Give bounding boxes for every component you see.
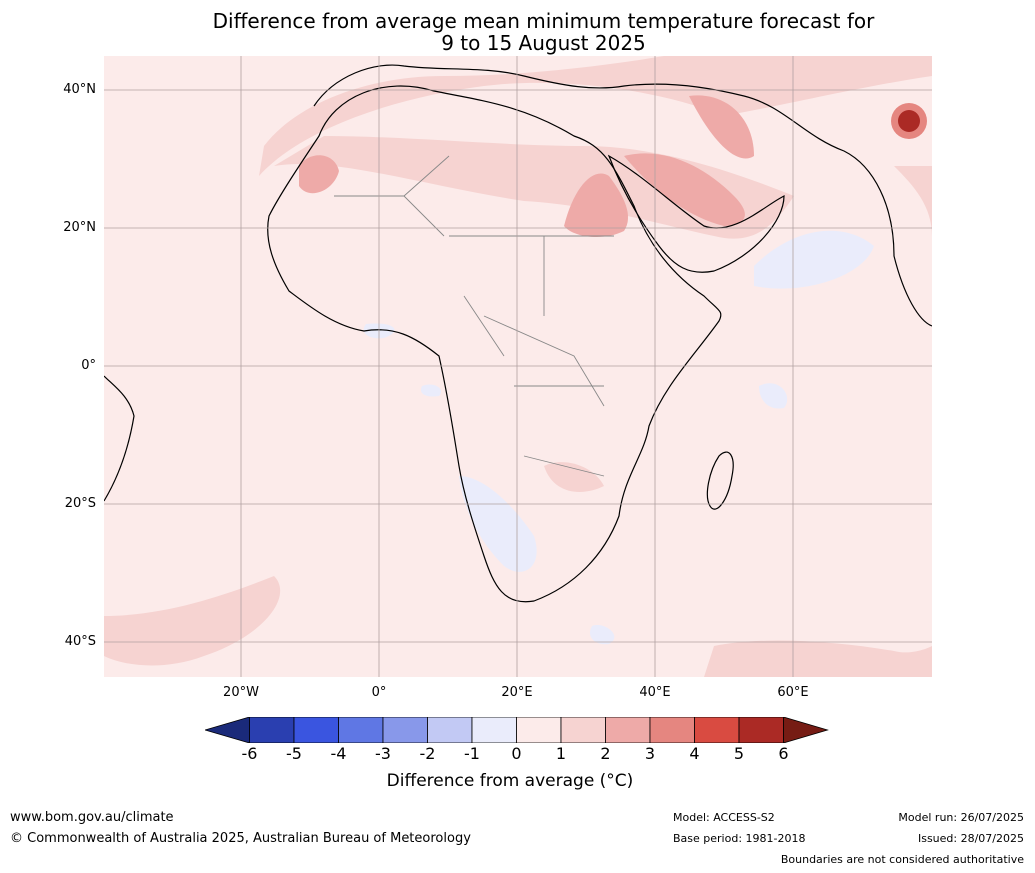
lat-label-40s: 40°S [64, 634, 96, 649]
colorbar-segment [471, 717, 517, 743]
anomaly-arabian-sea [754, 230, 874, 289]
colorbar-tick-label: -6 [241, 744, 258, 763]
colorbar [205, 717, 829, 743]
lat-label-40n: 40°N [63, 82, 96, 97]
anomaly-indian-ocean [759, 383, 788, 409]
colorbar-tick-label: 4 [689, 744, 700, 763]
colorbar-segment [605, 717, 651, 743]
colorbar-segment [649, 717, 695, 743]
forecast-map [104, 56, 932, 677]
colorbar-label: Difference from average (°C) [386, 771, 634, 791]
anomaly-southern-ocean [589, 625, 615, 645]
colorbar-segment [249, 717, 295, 743]
country-borders [334, 155, 614, 477]
anomaly-atlantic-small [420, 384, 442, 397]
colorbar-tick-label: -3 [375, 744, 391, 763]
title-line-2: 9 to 15 August 2025 [441, 31, 646, 55]
footer-disclaimer: Boundaries are not considered authoritat… [780, 853, 1024, 866]
colorbar-tick-label: 2 [600, 744, 611, 763]
lat-label-equator: 0° [81, 358, 96, 373]
anomaly-southern-africa [544, 462, 604, 492]
lon-label-40e: 40°E [639, 685, 671, 700]
anomaly-north-africa [259, 56, 932, 176]
anomaly-tibet-core [898, 110, 920, 132]
colorbar-segment [338, 717, 384, 743]
colorbar-tick-label: -1 [464, 744, 480, 763]
colorbar-tick-label: 0 [511, 744, 522, 763]
footer-copyright: © Commonwealth of Australia 2025, Austra… [10, 831, 471, 846]
africa-coastline [267, 85, 722, 603]
footer-model-run: Model run: 26/07/2025 [898, 811, 1024, 824]
anomaly-india [894, 166, 932, 236]
eurasia-coastline [313, 64, 932, 327]
footer-issued: Issued: 28/07/2025 [917, 832, 1024, 845]
anomaly-western-sahara [299, 155, 339, 194]
lon-label-20e: 20°E [501, 685, 533, 700]
colorbar-segment [694, 717, 740, 743]
lat-label-20n: 20°N [63, 220, 96, 235]
footer-base-period: Base period: 1981-2018 [673, 832, 806, 845]
colorbar-tick-label: 1 [555, 744, 567, 763]
anomaly-iran [689, 95, 754, 159]
colorbar-extend-high [783, 717, 829, 743]
anomaly-south-indian [704, 640, 932, 677]
map-title: Difference from average mean minimum tem… [0, 10, 1035, 54]
colorbar-tick-label: 3 [644, 744, 656, 763]
lat-label-20s: 20°S [64, 496, 96, 511]
colorbar-segment [427, 717, 473, 743]
anomaly-arabia [624, 153, 745, 226]
lon-label-20w: 20°W [223, 685, 259, 700]
south-america-coastline [104, 375, 135, 502]
colorbar-segment [560, 717, 606, 743]
arabia-coastline [607, 154, 785, 273]
colorbar-segment [293, 717, 339, 743]
lon-label-0: 0° [371, 685, 387, 700]
colorbar-extend-low [205, 717, 250, 743]
anomaly-chad-sudan [564, 173, 629, 238]
footer-model: Model: ACCESS-S2 [673, 811, 775, 824]
colorbar-tick-label: 6 [778, 744, 789, 763]
colorbar-segment [738, 717, 784, 743]
anomaly-south-atlantic [104, 576, 281, 666]
footer-website: www.bom.gov.au/climate [10, 810, 174, 825]
colorbar-tick-label: -4 [330, 744, 347, 763]
lon-label-60e: 60°E [777, 685, 809, 700]
colorbar-tick-label: -2 [419, 744, 436, 763]
colorbar-tick-label: 5 [733, 744, 745, 763]
title-line-1: Difference from average mean minimum tem… [212, 9, 875, 33]
graticule [104, 56, 932, 677]
colorbar-tick-label: -5 [286, 744, 302, 763]
colorbar-segment [382, 717, 428, 743]
colorbar-segment [516, 717, 562, 743]
map-panel [104, 56, 932, 677]
colorbar-segments [205, 717, 829, 743]
